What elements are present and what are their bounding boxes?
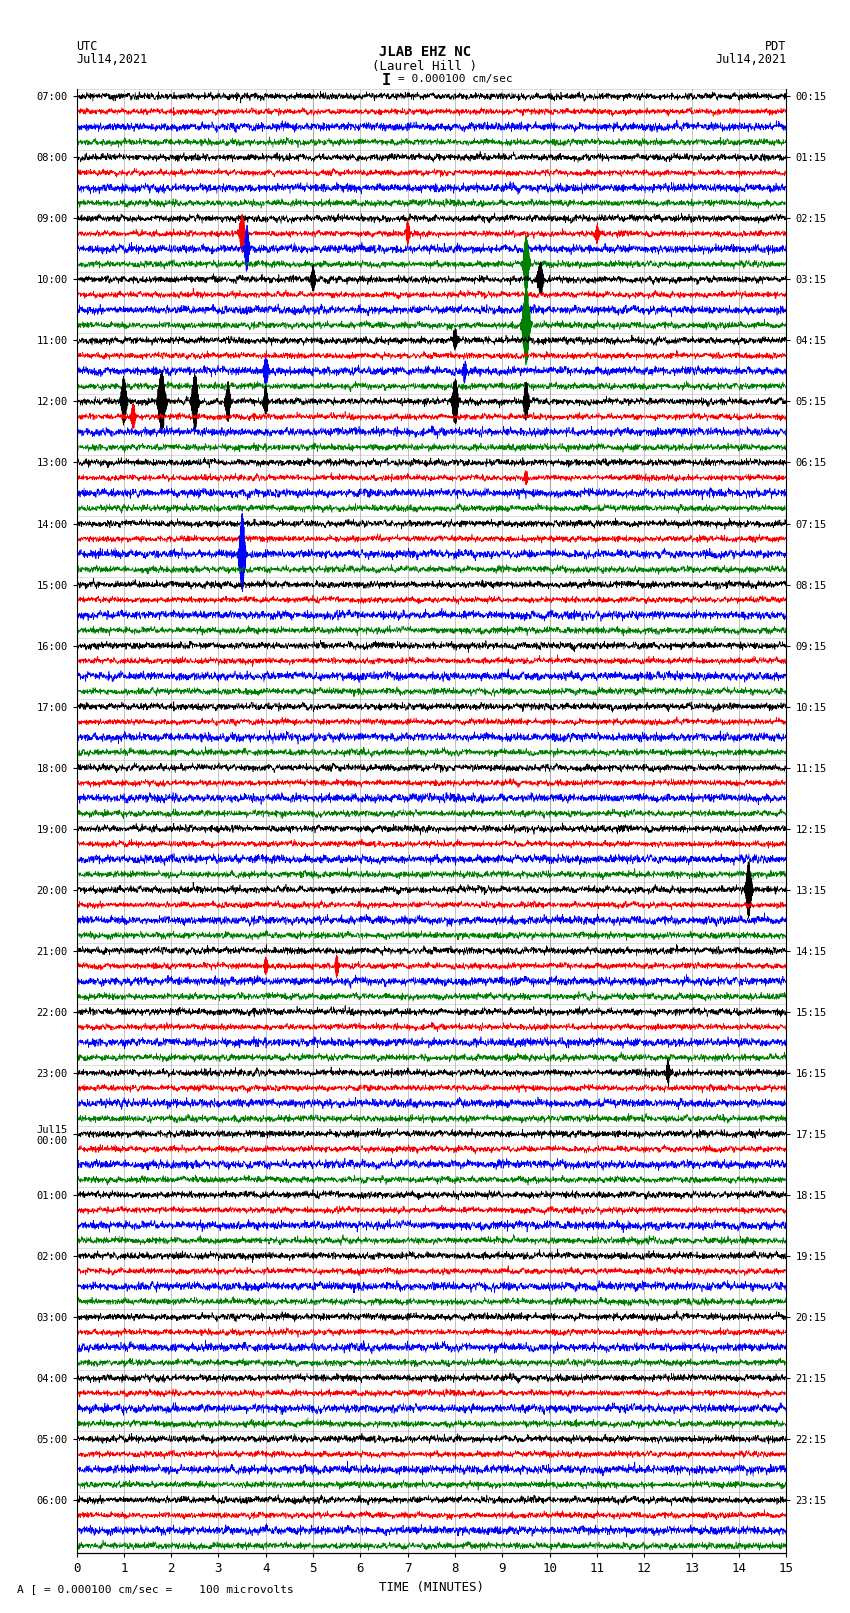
- Text: Jul14,2021: Jul14,2021: [76, 53, 148, 66]
- Text: JLAB EHZ NC: JLAB EHZ NC: [379, 45, 471, 60]
- Text: I: I: [382, 73, 391, 87]
- Text: (Laurel Hill ): (Laurel Hill ): [372, 60, 478, 73]
- X-axis label: TIME (MINUTES): TIME (MINUTES): [379, 1581, 484, 1594]
- Text: Jul14,2021: Jul14,2021: [715, 53, 786, 66]
- Text: UTC: UTC: [76, 40, 98, 53]
- Text: PDT: PDT: [765, 40, 786, 53]
- Text: = 0.000100 cm/sec: = 0.000100 cm/sec: [398, 74, 513, 84]
- Text: A [ = 0.000100 cm/sec =    100 microvolts: A [ = 0.000100 cm/sec = 100 microvolts: [17, 1584, 294, 1594]
